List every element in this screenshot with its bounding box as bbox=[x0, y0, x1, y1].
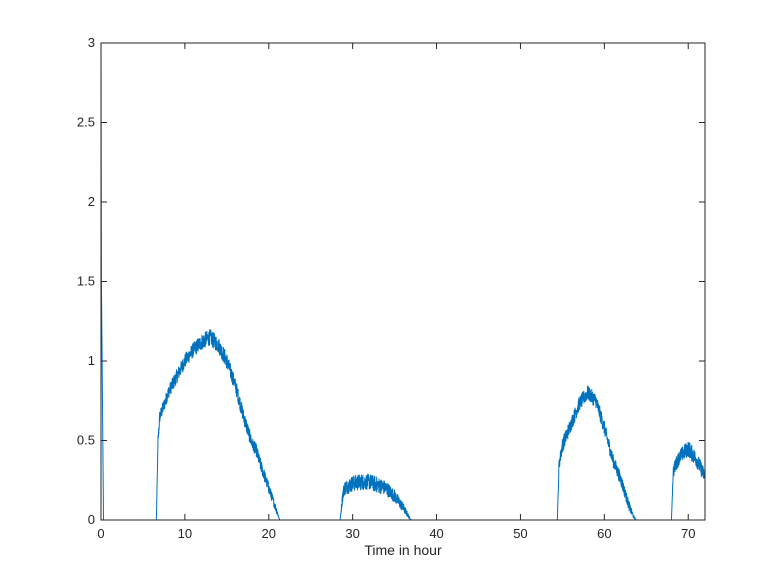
y-tick-label: 0.5 bbox=[77, 433, 95, 448]
x-tick-label: 70 bbox=[681, 526, 695, 541]
x-axis-label: Time in hour bbox=[364, 542, 442, 558]
series-line bbox=[100, 42, 706, 521]
y-tick-label: 2.5 bbox=[77, 115, 95, 130]
y-tick-label: 3 bbox=[88, 35, 95, 50]
x-tick-label: 20 bbox=[262, 526, 276, 541]
x-tick-label: 50 bbox=[513, 526, 527, 541]
y-tick-label: 1.5 bbox=[77, 274, 95, 289]
series-layer bbox=[100, 42, 706, 521]
x-tick-label: 60 bbox=[597, 526, 611, 541]
y-tick-label: 0 bbox=[88, 512, 95, 527]
x-tick-label: 10 bbox=[178, 526, 192, 541]
x-tick-label: 0 bbox=[97, 526, 104, 541]
plot-area bbox=[101, 43, 705, 520]
y-tick-label: 1 bbox=[88, 353, 95, 368]
x-tick-label: 40 bbox=[429, 526, 443, 541]
x-axis-ticks: 0 10 20 30 40 50 60 70 bbox=[97, 43, 695, 541]
y-tick-label: 2 bbox=[88, 194, 95, 209]
y-axis-ticks: 0 0.5 1 1.5 2 2.5 3 bbox=[77, 35, 705, 527]
x-tick-label: 30 bbox=[345, 526, 359, 541]
